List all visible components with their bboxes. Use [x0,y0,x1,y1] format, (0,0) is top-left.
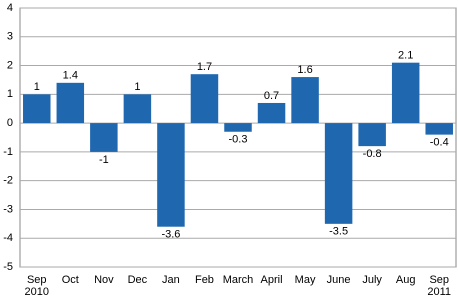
bar [425,123,453,135]
bar [157,123,185,227]
x-tick-label: Jan [162,274,180,286]
data-label: 1 [134,81,140,93]
bar [123,94,152,124]
bar [190,74,219,124]
bar [257,102,286,124]
data-label: -0.3 [229,134,248,146]
bar [23,94,51,124]
y-tick-label: 0 [7,117,13,129]
bar [56,82,85,124]
data-label: 1.6 [297,64,312,76]
x-tick-label: July [362,274,382,286]
y-tick-label: 1 [7,88,13,100]
y-tick-label: -4 [3,232,13,244]
y-tick-label: 2 [7,59,13,71]
y-tick-label: 4 [7,2,13,14]
x-tick-label: Oct [62,274,79,286]
y-tick-label: -2 [3,175,13,187]
y-tick-label: -1 [3,146,13,158]
data-label: 0.7 [264,90,279,102]
data-label: -3.5 [329,226,348,238]
x-tick-label: Feb [195,274,214,286]
bar [224,123,252,132]
x-tick-label: 2011 [427,286,451,297]
y-tick-label: -3 [3,203,13,215]
data-label: -3.6 [161,229,180,241]
x-tick-label: Sep [27,274,47,286]
x-tick-label: 2010 [25,286,49,297]
x-tick-label: May [295,274,316,286]
data-label: -1 [99,154,109,166]
x-tick-label: April [261,274,283,286]
data-label: 2.1 [398,50,413,62]
bar [291,77,319,124]
x-tick-label: Nov [94,274,114,286]
x-tick-label: Aug [396,274,416,286]
x-tick-label: March [223,274,254,286]
bar [324,123,353,224]
y-tick-label: 3 [7,31,13,43]
bar [391,62,420,124]
x-tick-label: June [327,274,351,286]
data-label: -0.8 [363,148,382,160]
bar [358,123,386,147]
data-label: 1.7 [197,61,212,73]
bar [90,123,118,152]
y-tick-label: -5 [3,261,13,273]
x-tick-label: Dec [128,274,148,286]
data-label: 1 [34,81,40,93]
data-label: -0.4 [430,137,449,149]
x-tick-label: Sep [429,274,449,286]
data-label: 1.4 [63,70,78,82]
